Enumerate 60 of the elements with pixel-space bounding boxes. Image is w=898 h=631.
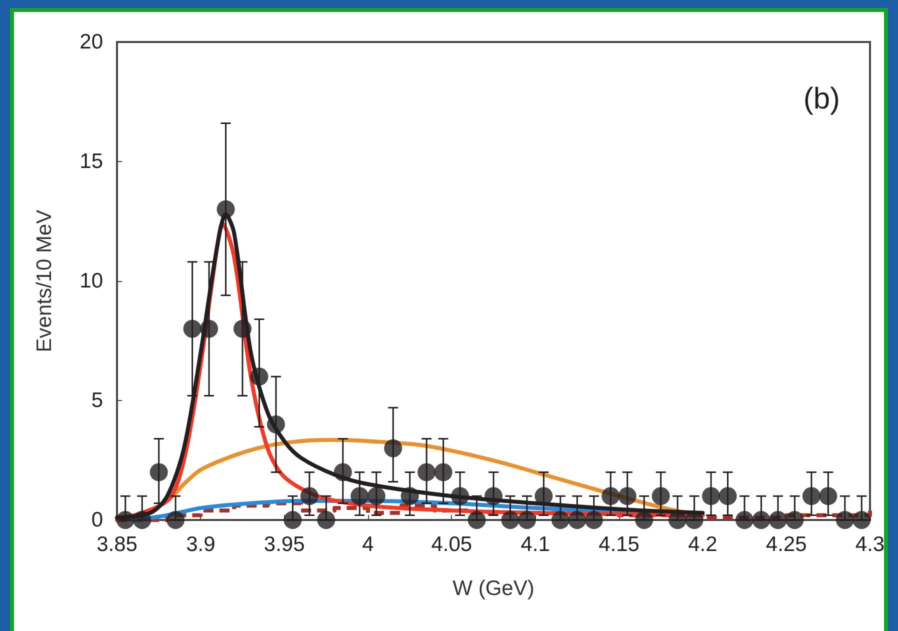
point <box>116 511 134 529</box>
x-tick-label: 4.15 <box>598 533 640 556</box>
point <box>819 487 838 506</box>
point <box>266 415 285 434</box>
y-tick-label: 5 <box>91 389 103 412</box>
point <box>468 511 486 529</box>
x-tick-label: 4.25 <box>766 533 807 556</box>
point <box>200 320 218 338</box>
point <box>234 320 252 338</box>
point <box>334 463 352 482</box>
x-tick-label: 4.05 <box>431 533 472 556</box>
point <box>568 511 586 529</box>
point <box>317 511 336 529</box>
point <box>183 320 202 338</box>
point <box>384 439 402 458</box>
point <box>652 487 670 506</box>
point <box>551 511 570 529</box>
point <box>451 487 470 506</box>
annotation: (b) <box>803 82 840 116</box>
y-tick-label: 15 <box>80 150 103 173</box>
x-tick-label: 3.9 <box>186 533 216 556</box>
x-axis-title: W (GeV) <box>452 577 534 600</box>
point <box>400 487 419 506</box>
point <box>484 487 502 506</box>
point <box>768 511 787 529</box>
point <box>752 511 770 529</box>
y-tick-label: 0 <box>91 508 103 532</box>
point <box>150 463 168 482</box>
y-tick-label: 20 <box>80 30 103 54</box>
point <box>300 487 318 506</box>
point <box>602 487 620 506</box>
point <box>518 511 536 529</box>
point <box>367 487 386 506</box>
point <box>702 487 720 506</box>
point <box>718 487 737 506</box>
x-tick-label: 3.85 <box>96 533 138 556</box>
point <box>133 511 152 529</box>
point <box>635 511 654 529</box>
y-axis-title: Events/10 MeV <box>33 210 56 352</box>
x-tick-label: 3.95 <box>264 533 305 556</box>
point <box>802 487 820 506</box>
point <box>250 368 268 386</box>
point <box>736 511 754 529</box>
point <box>434 463 452 482</box>
x-tick-label: 4.2 <box>688 533 718 556</box>
point <box>852 511 871 529</box>
point <box>836 511 854 529</box>
point <box>216 200 235 218</box>
x-tick-label: 4 <box>362 533 374 556</box>
point <box>418 463 436 482</box>
point <box>284 511 302 529</box>
point <box>584 511 603 529</box>
x-tick-label: 4.3 <box>855 533 885 556</box>
point <box>501 511 520 529</box>
point <box>166 511 185 529</box>
point <box>618 487 636 506</box>
x-tick-label: 4.1 <box>520 533 550 556</box>
y-tick-label: 10 <box>80 270 103 292</box>
point <box>786 511 804 529</box>
point <box>350 487 369 506</box>
